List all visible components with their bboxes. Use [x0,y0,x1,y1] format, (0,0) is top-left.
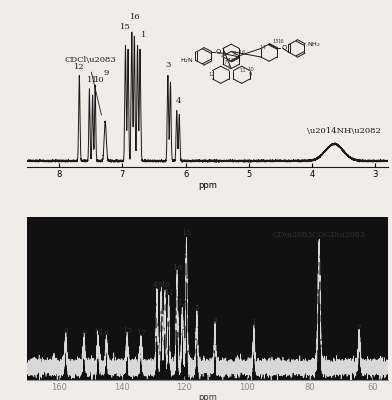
Text: 16: 16 [172,264,182,272]
Text: 1: 1 [141,31,147,39]
Text: CDCl\u2083: CDCl\u2083 [65,56,116,64]
Text: 9: 9 [103,69,109,77]
Text: 15: 15 [181,229,192,237]
Text: 14: 14 [93,329,103,337]
Text: \u2014NH\u2082: \u2014NH\u2082 [307,127,381,135]
Text: 6: 6 [82,329,86,337]
Text: 10: 10 [160,282,170,290]
Text: 17: 17 [136,329,146,337]
Text: CD\u2083COCD\u2083: CD\u2083COCD\u2083 [273,231,365,239]
Text: 8: 8 [104,329,109,337]
Text: 11: 11 [164,289,174,297]
Text: 16: 16 [130,13,140,21]
X-axis label: ppm: ppm [198,181,217,190]
Text: 1: 1 [251,319,256,327]
Text: 10: 10 [94,76,104,84]
Text: 5: 5 [194,304,199,312]
Text: 12: 12 [177,299,187,307]
Text: 12: 12 [74,63,85,71]
Text: 4: 4 [153,282,158,290]
Text: 3: 3 [165,61,171,69]
Text: 11: 11 [87,76,98,84]
Text: 15: 15 [120,24,130,32]
X-axis label: ppm: ppm [198,393,217,400]
Text: 2: 2 [63,327,68,335]
Text: 4: 4 [175,97,181,105]
Text: 3: 3 [212,317,218,325]
Text: 7: 7 [357,324,362,332]
Text: 9: 9 [158,282,163,290]
Text: 13: 13 [122,327,132,335]
